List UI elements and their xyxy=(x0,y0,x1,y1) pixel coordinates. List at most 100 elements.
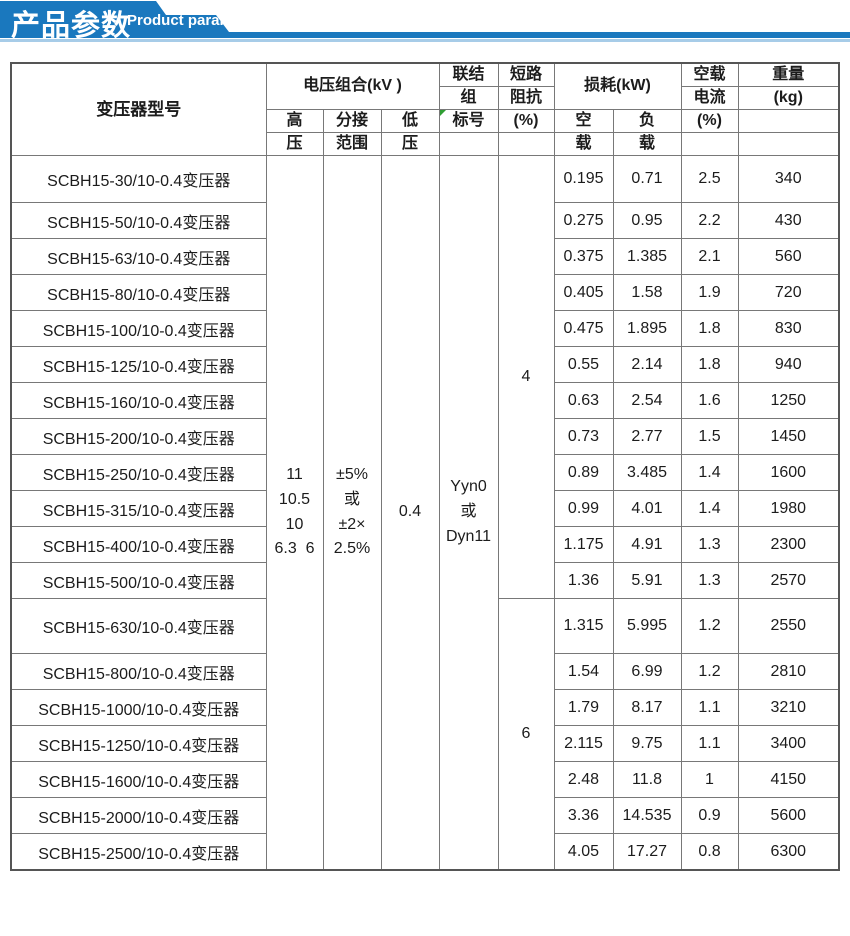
no-load-current-cell: 1.6 xyxy=(680,382,739,419)
lv-merged-cell: 0.4 xyxy=(380,155,440,871)
load-loss-cell: 2.54 xyxy=(612,382,682,419)
load-loss-cell: 6.99 xyxy=(612,653,682,690)
table-header: 变压器型号 电压组合(kV ) 联结 短路 损耗(kW) 空载 重量 组 阻抗 … xyxy=(10,62,840,156)
model-cell: SCBH15-100/10-0.4变压器 xyxy=(10,310,267,347)
load-loss-cell: 0.71 xyxy=(612,155,682,203)
table-row: SCBH15-100/10-0.4变压器 0.475 1.895 1.8 830 xyxy=(10,310,840,347)
weight-cell: 3400 xyxy=(737,725,840,762)
load-loss-cell: 5.995 xyxy=(612,598,682,654)
vector-group-merged-cell: Yyn0 或 Dyn11 xyxy=(438,155,499,871)
table-row: SCBH15-160/10-0.4变压器 0.63 2.54 1.6 1250 xyxy=(10,382,840,419)
table-row: SCBH15-250/10-0.4变压器 0.89 3.485 1.4 1600 xyxy=(10,454,840,491)
weight-cell: 1250 xyxy=(737,382,840,419)
no-load-current-cell: 1.2 xyxy=(680,653,739,690)
model-cell: SCBH15-80/10-0.4变压器 xyxy=(10,274,267,311)
model-cell: SCBH15-400/10-0.4变压器 xyxy=(10,526,267,563)
header-current-3: (%) xyxy=(680,109,739,133)
header-current-2: 电流 xyxy=(680,86,739,110)
load-loss-cell: 2.77 xyxy=(612,418,682,455)
load-loss-cell: 1.58 xyxy=(612,274,682,311)
header-vector-4 xyxy=(438,132,499,156)
model-cell: SCBH15-630/10-0.4变压器 xyxy=(10,598,267,654)
no-load-loss-cell: 1.36 xyxy=(553,562,614,599)
no-load-loss-cell: 1.315 xyxy=(553,598,614,654)
weight-cell: 6300 xyxy=(737,833,840,871)
no-load-current-cell: 2.2 xyxy=(680,202,739,239)
header-hv-1: 高 xyxy=(265,109,324,133)
model-cell: SCBH15-63/10-0.4变压器 xyxy=(10,238,267,275)
no-load-loss-cell: 1.175 xyxy=(553,526,614,563)
weight-cell: 340 xyxy=(737,155,840,203)
load-loss-cell: 4.01 xyxy=(612,490,682,527)
no-load-loss-cell: 0.195 xyxy=(553,155,614,203)
header-impedance-2: 阻抗 xyxy=(497,86,555,110)
no-load-current-cell: 0.9 xyxy=(680,797,739,834)
header-lv-2: 压 xyxy=(380,132,440,156)
header-model: 变压器型号 xyxy=(10,62,267,156)
header-weight-4 xyxy=(737,132,840,156)
model-cell: SCBH15-200/10-0.4变压器 xyxy=(10,418,267,455)
no-load-loss-cell: 0.55 xyxy=(553,346,614,383)
no-load-current-cell: 1.8 xyxy=(680,310,739,347)
header-current-4 xyxy=(680,132,739,156)
header-vector-2: 组 xyxy=(438,86,499,110)
header-vector-1: 联结 xyxy=(438,62,499,87)
no-load-loss-cell: 0.89 xyxy=(553,454,614,491)
no-load-current-cell: 1.3 xyxy=(680,562,739,599)
table-row: SCBH15-80/10-0.4变压器 0.405 1.58 1.9 720 xyxy=(10,274,840,311)
no-load-loss-cell: 1.54 xyxy=(553,653,614,690)
banner-underline xyxy=(0,39,850,42)
load-loss-cell: 11.8 xyxy=(612,761,682,798)
header-weight-1: 重量 xyxy=(737,62,840,87)
no-load-loss-cell: 0.63 xyxy=(553,382,614,419)
header-impedance-4 xyxy=(497,132,555,156)
impedance-merged-cell: 6 xyxy=(497,598,555,871)
weight-cell: 2550 xyxy=(737,598,840,654)
weight-cell: 1600 xyxy=(737,454,840,491)
no-load-loss-cell: 0.73 xyxy=(553,418,614,455)
model-cell: SCBH15-250/10-0.4变压器 xyxy=(10,454,267,491)
weight-cell: 2810 xyxy=(737,653,840,690)
no-load-current-cell: 2.5 xyxy=(680,155,739,203)
table-body: SCBH15-30/10-0.4变压器 11 10.5 10 6.3 6 ±5% 或 ±2× 2… xyxy=(10,155,840,871)
weight-cell: 1450 xyxy=(737,418,840,455)
header-vector-3-label: 标号 xyxy=(452,111,485,129)
load-loss-cell: 1.895 xyxy=(612,310,682,347)
weight-cell: 1980 xyxy=(737,490,840,527)
no-load-loss-cell: 0.475 xyxy=(553,310,614,347)
header-no-load-2: 载 xyxy=(553,132,614,156)
table-row: SCBH15-50/10-0.4变压器 0.275 0.95 2.2 430 xyxy=(10,202,840,239)
no-load-current-cell: 1.9 xyxy=(680,274,739,311)
model-cell: SCBH15-2500/10-0.4变压器 xyxy=(10,833,267,871)
header-voltage-group: 电压组合(kV ) xyxy=(265,62,440,110)
weight-cell: 940 xyxy=(737,346,840,383)
load-loss-cell: 9.75 xyxy=(612,725,682,762)
table-row: SCBH15-2000/10-0.4变压器 3.36 14.535 0.9 5600 xyxy=(10,797,840,834)
no-load-loss-cell: 2.48 xyxy=(553,761,614,798)
table-row: SCBH15-1250/10-0.4变压器 2.115 9.75 1.1 3400 xyxy=(10,725,840,762)
load-loss-cell: 8.17 xyxy=(612,689,682,726)
table-row: SCBH15-63/10-0.4变压器 0.375 1.385 2.1 560 xyxy=(10,238,840,275)
no-load-current-cell: 1 xyxy=(680,761,739,798)
product-parameters-table: 变压器型号 电压组合(kV ) 联结 短路 损耗(kW) 空载 重量 组 阻抗 … xyxy=(10,62,840,871)
weight-cell: 830 xyxy=(737,310,840,347)
no-load-current-cell: 0.8 xyxy=(680,833,739,871)
no-load-loss-cell: 0.275 xyxy=(553,202,614,239)
impedance-merged-cell: 4 xyxy=(497,155,555,599)
load-loss-cell: 0.95 xyxy=(612,202,682,239)
parameters-table-wrap: 变压器型号 电压组合(kV ) 联结 短路 损耗(kW) 空载 重量 组 阻抗 … xyxy=(10,62,840,871)
header-load-2: 载 xyxy=(612,132,682,156)
no-load-current-cell: 2.1 xyxy=(680,238,739,275)
table-row: SCBH15-2500/10-0.4变压器 4.05 17.27 0.8 6300 xyxy=(10,833,840,871)
model-cell: SCBH15-1250/10-0.4变压器 xyxy=(10,725,267,762)
banner-subtitle: Product parameters xyxy=(127,12,269,29)
no-load-current-cell: 1.1 xyxy=(680,725,739,762)
header-lv-1: 低 xyxy=(380,109,440,133)
load-loss-cell: 4.91 xyxy=(612,526,682,563)
no-load-loss-cell: 0.99 xyxy=(553,490,614,527)
load-loss-cell: 3.485 xyxy=(612,454,682,491)
table-row: SCBH15-500/10-0.4变压器 1.36 5.91 1.3 2570 xyxy=(10,562,840,599)
no-load-current-cell: 1.4 xyxy=(680,454,739,491)
no-load-current-cell: 1.1 xyxy=(680,689,739,726)
